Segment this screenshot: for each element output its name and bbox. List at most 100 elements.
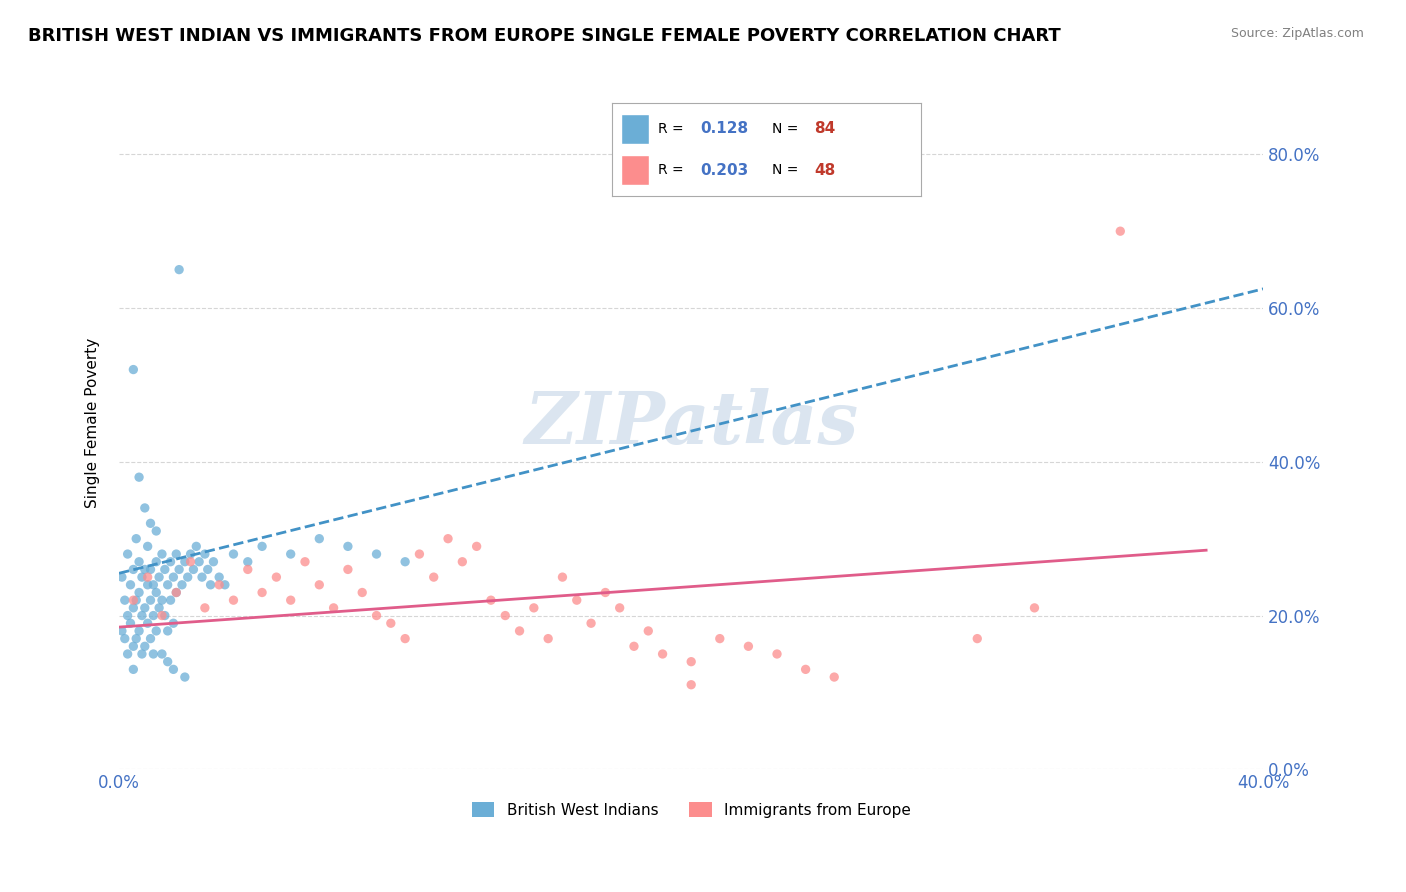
- Point: [366, 608, 388, 623]
- Point: [352, 585, 374, 599]
- Point: [250, 540, 273, 554]
- Point: [609, 600, 631, 615]
- Point: [131, 570, 153, 584]
- Point: [200, 578, 222, 592]
- Point: [177, 570, 200, 584]
- Point: [117, 547, 139, 561]
- Point: [737, 640, 759, 654]
- Point: [173, 555, 195, 569]
- Point: [236, 555, 259, 569]
- Point: [523, 600, 546, 615]
- Point: [120, 616, 142, 631]
- Point: [156, 624, 179, 638]
- FancyBboxPatch shape: [621, 155, 648, 185]
- Point: [180, 547, 202, 561]
- Point: [208, 578, 231, 592]
- Point: [162, 616, 184, 631]
- Point: [280, 593, 302, 607]
- Legend: British West Indians, Immigrants from Europe: British West Indians, Immigrants from Eu…: [465, 796, 917, 824]
- Point: [191, 570, 214, 584]
- Point: [134, 562, 156, 576]
- Point: [681, 678, 703, 692]
- Point: [595, 585, 617, 599]
- Point: [136, 540, 159, 554]
- Point: [186, 540, 208, 554]
- Point: [128, 470, 150, 484]
- Point: [651, 647, 673, 661]
- Point: [117, 608, 139, 623]
- Point: [120, 578, 142, 592]
- Point: [145, 624, 167, 638]
- Point: [136, 616, 159, 631]
- FancyBboxPatch shape: [621, 114, 648, 144]
- Point: [579, 616, 602, 631]
- Point: [236, 562, 259, 576]
- Point: [380, 616, 402, 631]
- Point: [159, 593, 181, 607]
- Point: [139, 516, 162, 531]
- Point: [188, 555, 211, 569]
- Point: [537, 632, 560, 646]
- Text: BRITISH WEST INDIAN VS IMMIGRANTS FROM EUROPE SINGLE FEMALE POVERTY CORRELATION : BRITISH WEST INDIAN VS IMMIGRANTS FROM E…: [28, 27, 1062, 45]
- Point: [336, 540, 359, 554]
- Text: 48: 48: [814, 162, 835, 178]
- Point: [142, 578, 165, 592]
- Text: 0.203: 0.203: [700, 162, 748, 178]
- Point: [170, 578, 193, 592]
- Point: [308, 578, 330, 592]
- Point: [214, 578, 236, 592]
- Y-axis label: Single Female Poverty: Single Female Poverty: [86, 338, 100, 508]
- Point: [125, 593, 148, 607]
- Point: [153, 562, 176, 576]
- Point: [150, 547, 173, 561]
- Point: [551, 570, 574, 584]
- Point: [131, 608, 153, 623]
- Point: [162, 570, 184, 584]
- Point: [156, 578, 179, 592]
- Point: [122, 600, 145, 615]
- Point: [202, 555, 225, 569]
- Point: [1024, 600, 1046, 615]
- Point: [125, 632, 148, 646]
- Point: [134, 600, 156, 615]
- Point: [148, 570, 170, 584]
- Point: [122, 362, 145, 376]
- Point: [509, 624, 531, 638]
- Point: [139, 593, 162, 607]
- Text: R =: R =: [658, 163, 688, 177]
- Point: [136, 578, 159, 592]
- Point: [156, 655, 179, 669]
- Point: [681, 655, 703, 669]
- Point: [183, 562, 205, 576]
- Point: [122, 562, 145, 576]
- Point: [122, 593, 145, 607]
- Point: [709, 632, 731, 646]
- Point: [128, 555, 150, 569]
- Point: [308, 532, 330, 546]
- Point: [623, 640, 645, 654]
- Point: [408, 547, 430, 561]
- Point: [139, 632, 162, 646]
- Point: [165, 547, 187, 561]
- Point: [637, 624, 659, 638]
- Point: [162, 662, 184, 676]
- Point: [336, 562, 359, 576]
- Point: [208, 570, 231, 584]
- Point: [150, 593, 173, 607]
- Point: [111, 570, 134, 584]
- Point: [565, 593, 588, 607]
- Point: [111, 624, 134, 638]
- Point: [823, 670, 845, 684]
- Point: [194, 600, 217, 615]
- Point: [966, 632, 988, 646]
- Point: [145, 585, 167, 599]
- Point: [122, 640, 145, 654]
- Point: [222, 593, 245, 607]
- Point: [134, 500, 156, 515]
- Point: [117, 647, 139, 661]
- Point: [150, 608, 173, 623]
- Point: [280, 547, 302, 561]
- Point: [266, 570, 288, 584]
- Point: [153, 608, 176, 623]
- Point: [145, 524, 167, 538]
